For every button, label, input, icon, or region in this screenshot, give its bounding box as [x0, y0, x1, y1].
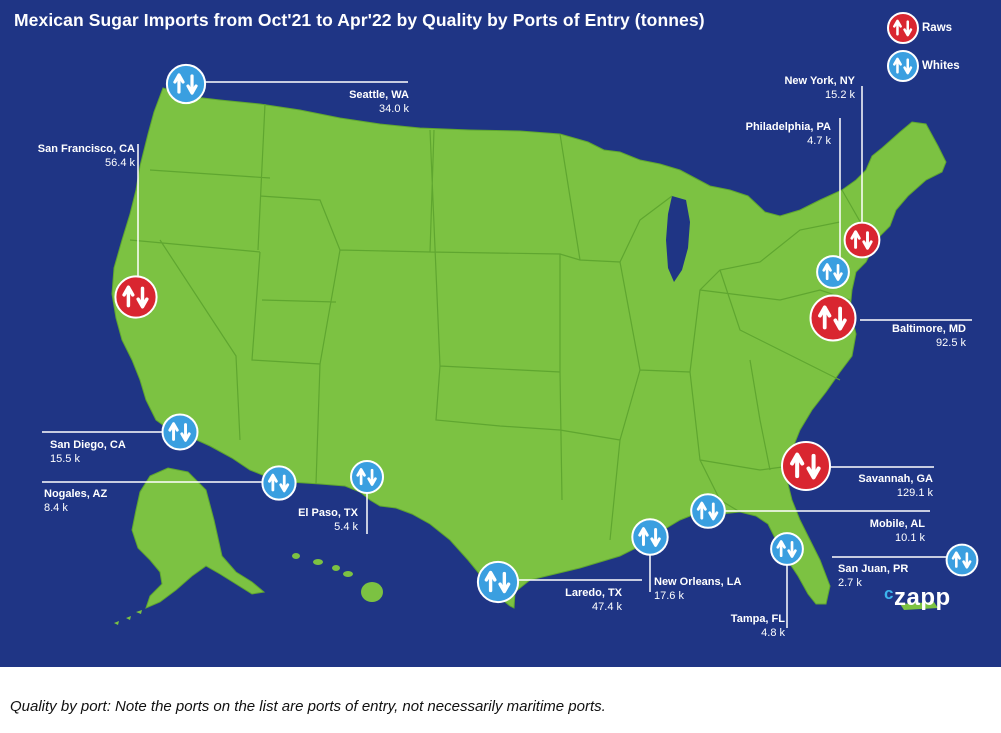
state-borders [129, 103, 873, 541]
caption-note: Quality by port: Note the ports on the l… [10, 698, 606, 715]
port-marker-baltimore-icon [809, 294, 857, 342]
port-label-new-orleans: New Orleans, LA 17.6 k [654, 576, 742, 602]
port-label-laredo: Laredo, TX 47.4 k [565, 587, 622, 613]
port-marker-nogales-icon [261, 465, 297, 501]
port-label-san-diego: San Diego, CA 15.5 k [50, 439, 126, 465]
alaska-landmass [131, 467, 266, 609]
us-map [42, 12, 979, 628]
puerto-rico [900, 602, 938, 610]
port-label-tampa: Tampa, FL 4.8 k [730, 613, 785, 639]
port-marker-philadelphia-icon [816, 255, 850, 289]
czapp-logo: czapp [884, 584, 951, 611]
port-marker-savannah-icon [781, 441, 831, 491]
port-label-san-juan: San Juan, PR 2.7 k [838, 563, 909, 589]
port-label-baltimore: Baltimore, MD 92.5 k [892, 323, 966, 349]
leader-lines [42, 81, 972, 628]
port-label-seattle: Seattle, WA 34.0 k [349, 89, 409, 115]
legend-whites-icon [887, 50, 919, 82]
map-title: Mexican Sugar Imports from Oct'21 to Apr… [14, 10, 705, 30]
port-marker-new-orleans-icon [631, 518, 669, 556]
hawaii-islands [292, 553, 383, 602]
aleutian-islands [114, 610, 142, 625]
port-marker-new-york-icon [843, 221, 881, 259]
port-label-new-york: New York, NY 15.2 k [784, 75, 855, 101]
port-label-nogales: Nogales, AZ 8.4 k [44, 488, 108, 514]
port-marker-el-paso-icon [350, 460, 384, 494]
port-label-mobile: Mobile, AL 10.1 k [869, 518, 925, 544]
port-marker-san-juan-icon [945, 543, 979, 577]
port-label-savannah: Savannah, GA 129.1 k [858, 473, 933, 499]
legend-raws-label: Raws [922, 22, 953, 34]
lake-michigan [666, 196, 690, 282]
legend-raws-icon [887, 12, 919, 44]
port-marker-san-francisco-icon [114, 275, 158, 319]
port-marker-seattle-icon [165, 63, 207, 105]
port-marker-mobile-icon [690, 493, 726, 529]
port-marker-tampa-icon [770, 532, 804, 566]
port-marker-laredo-icon [476, 560, 520, 604]
legend-whites-label: Whites [922, 60, 960, 72]
port-label-el-paso: El Paso, TX 5.4 k [298, 507, 358, 533]
port-label-san-francisco: San Francisco, CA 56.4 k [37, 143, 135, 169]
port-marker-san-diego-icon [161, 413, 199, 451]
port-label-philadelphia: Philadelphia, PA 4.7 k [745, 121, 831, 147]
map-panel: Mexican Sugar Imports from Oct'21 to Apr… [0, 0, 1001, 667]
lower48-landmass [111, 87, 947, 609]
